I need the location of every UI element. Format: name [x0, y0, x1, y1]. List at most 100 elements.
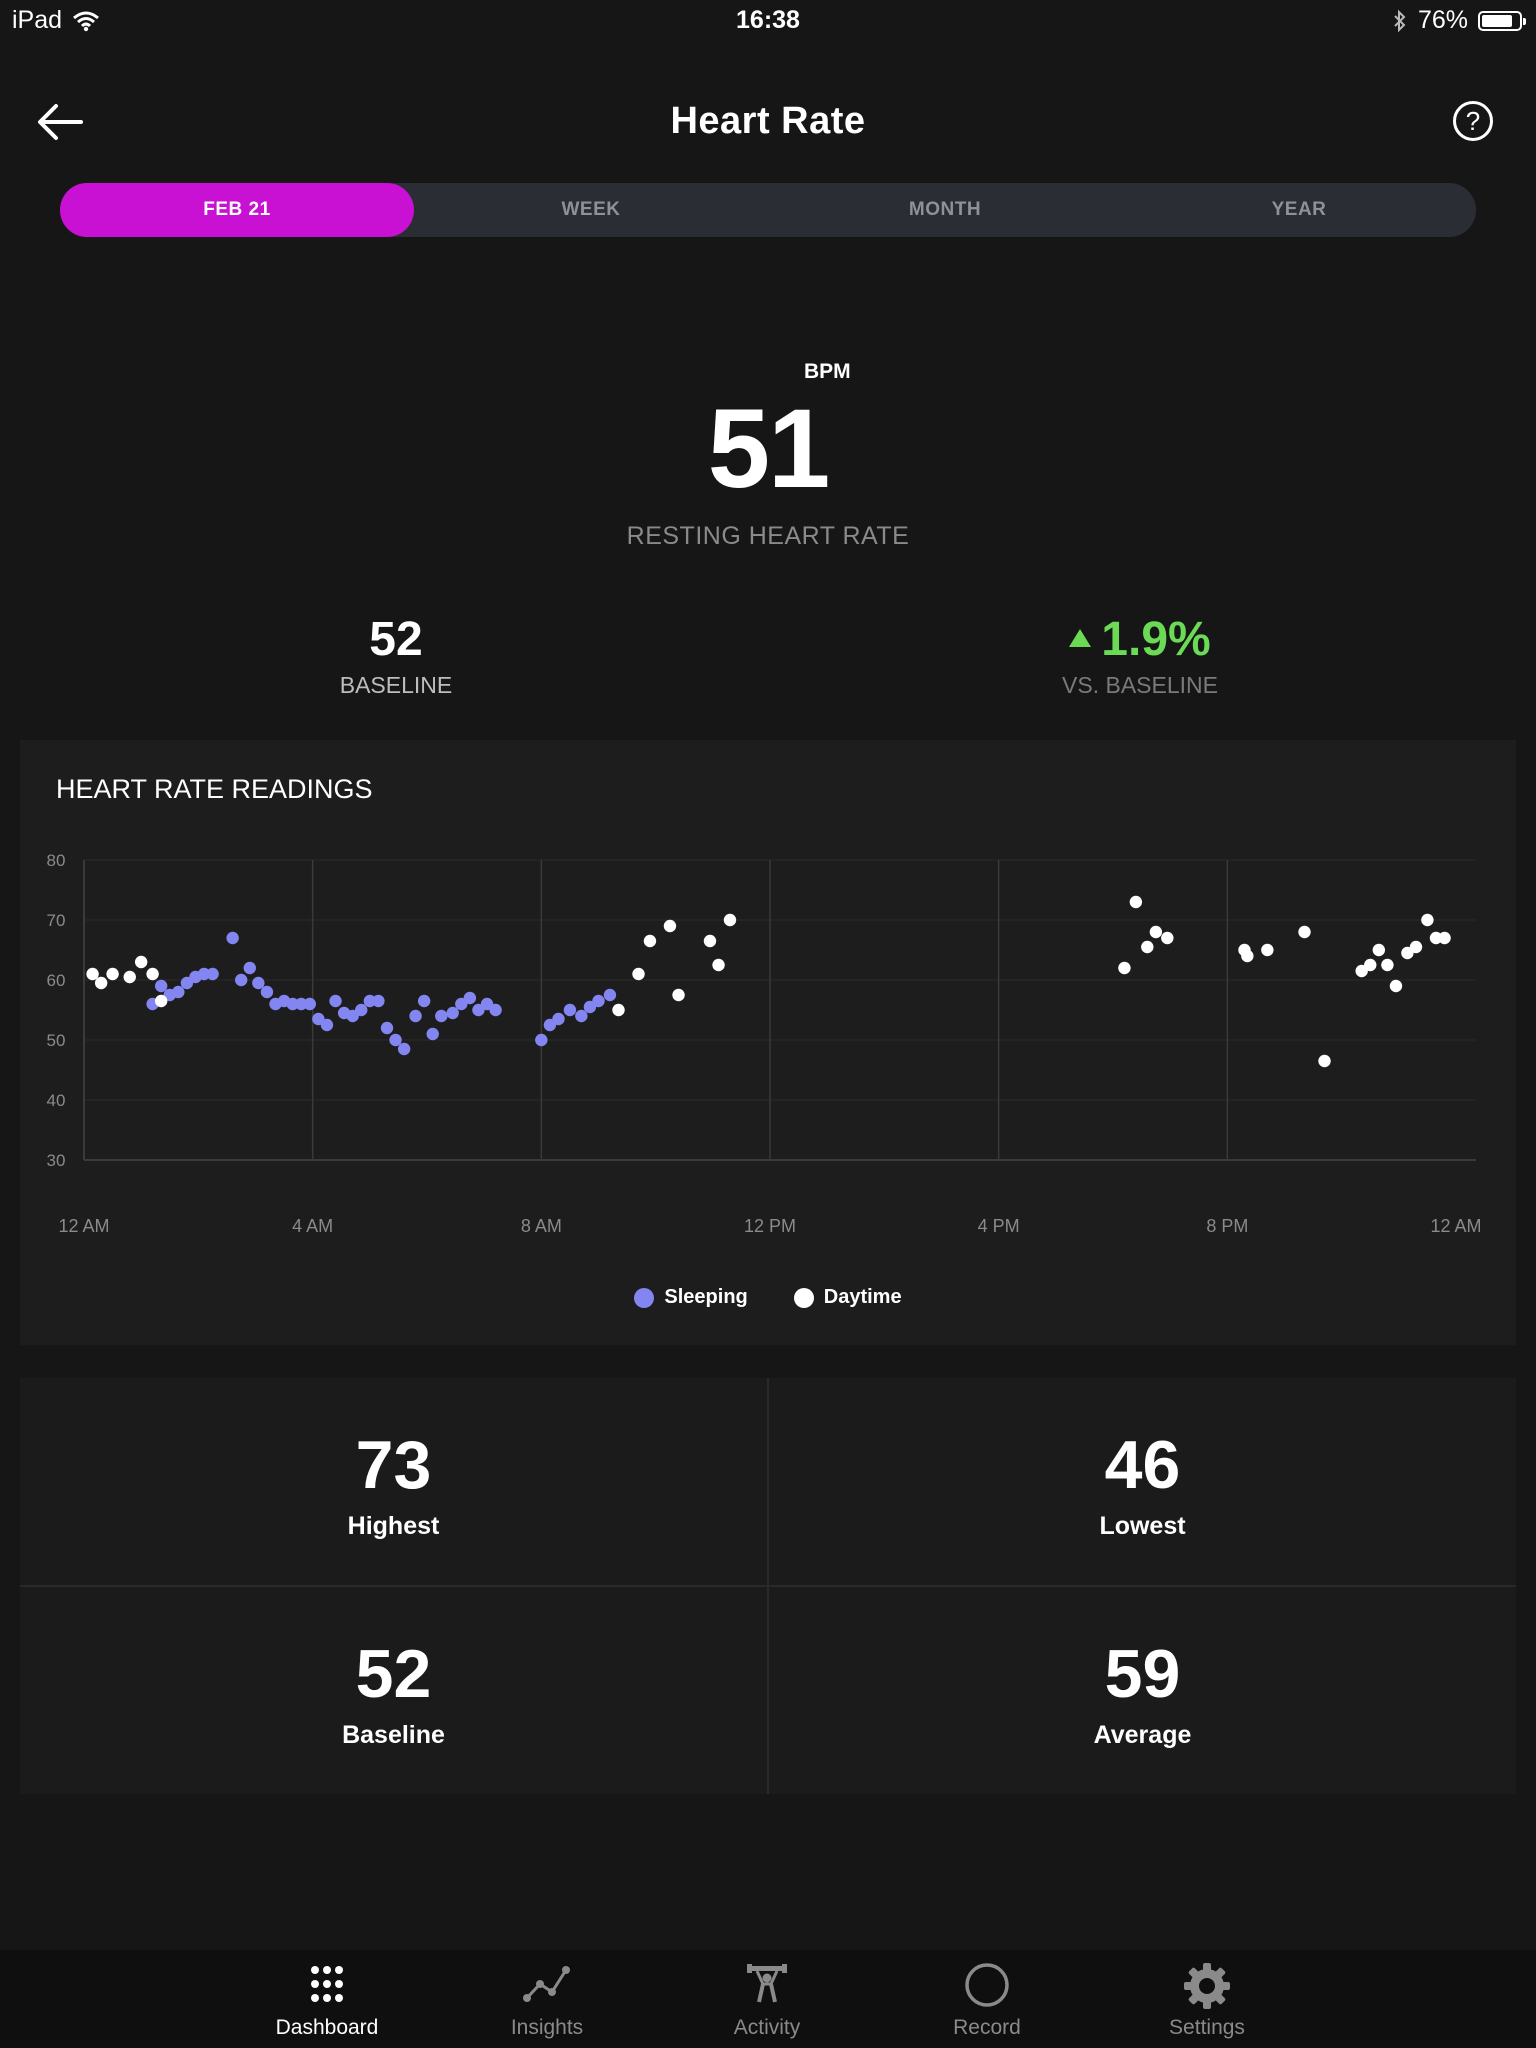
x-tick-label: 8 AM	[521, 1216, 562, 1236]
legend-item-daytime: Daytime	[793, 1286, 902, 1309]
tab-settings[interactable]: Settings	[1132, 1950, 1282, 2048]
data-point-daytime	[672, 988, 685, 1002]
data-point-daytime	[1141, 940, 1154, 954]
battery-percent: 76%	[1417, 6, 1468, 34]
data-point-sleeping	[286, 997, 299, 1011]
data-point-daytime	[612, 1003, 625, 1017]
tab-dashboard[interactable]: Dashboard	[252, 1950, 402, 2048]
status-bar: iPad 16:38 76%	[0, 0, 1536, 40]
legend-swatch-daytime	[793, 1287, 814, 1308]
page-title: Heart Rate	[670, 100, 866, 142]
data-point-daytime	[712, 958, 725, 972]
vs-baseline-value: 1.9%	[1040, 612, 1240, 667]
data-point-sleeping	[535, 1033, 548, 1047]
data-point-daytime	[1129, 895, 1143, 909]
activity-icon	[747, 1964, 787, 2003]
tab-dashboard-label: Dashboard	[275, 2016, 379, 2039]
period-tabs: FEB 21 WEEK MONTH YEAR	[60, 183, 1476, 237]
heart-rate-chart: 80 70 60 50 40 30 12 AM 4 AM 8 AM 12 PM 4 PM 8 PM 12…	[47, 851, 1482, 1236]
y-tick-label: 50	[47, 1031, 66, 1050]
tab-year[interactable]: YEAR	[1271, 199, 1327, 220]
wifi-icon	[73, 11, 100, 31]
average-value: 59	[1104, 1636, 1181, 1712]
data-point-daytime	[632, 967, 645, 981]
baseline-value: 52	[369, 613, 423, 666]
help-icon: ?	[1465, 106, 1481, 136]
y-tick-label: 60	[47, 971, 66, 990]
tab-activity[interactable]: Activity	[692, 1950, 842, 2048]
settings-icon	[1184, 1963, 1230, 2009]
data-point-sleeping	[426, 1027, 439, 1041]
insights-icon	[523, 1966, 570, 2002]
tab-day[interactable]: FEB 21	[60, 183, 414, 237]
x-tick-label: 4 PM	[978, 1216, 1020, 1236]
data-point-sleeping	[417, 994, 431, 1008]
data-point-sleeping	[409, 1009, 422, 1023]
back-button[interactable]	[34, 96, 90, 148]
data-point-sleeping	[303, 997, 317, 1011]
tab-settings-label: Settings	[1169, 2016, 1245, 2039]
highest-label: Highest	[347, 1512, 440, 1540]
data-point-sleeping	[603, 988, 617, 1002]
average-label: Average	[1093, 1721, 1192, 1749]
data-point-daytime	[663, 919, 677, 933]
data-point-sleeping	[389, 1033, 402, 1047]
legend-swatch-sleeping	[634, 1287, 655, 1308]
tab-week[interactable]: WEEK	[561, 199, 621, 220]
help-button[interactable]: ?	[1453, 101, 1493, 141]
data-point-sleeping	[172, 985, 185, 999]
tab-record[interactable]: Record	[912, 1950, 1062, 2048]
data-point-daytime	[86, 967, 99, 981]
data-point-daytime	[1318, 1054, 1331, 1068]
data-point-sleeping	[252, 976, 265, 990]
data-point-daytime	[146, 967, 159, 981]
tab-month[interactable]: MONTH	[908, 199, 982, 220]
resting-heart-rate-label: RESTING HEART RATE	[626, 522, 910, 550]
data-point-daytime	[1364, 958, 1377, 972]
baseline-label: BASELINE	[339, 672, 453, 698]
grid-divider-horizontal	[20, 1585, 1516, 1587]
data-point-sleeping	[355, 1003, 368, 1017]
data-point-daytime	[1421, 913, 1434, 927]
data-point-daytime	[1438, 931, 1451, 945]
data-point-daytime	[1389, 979, 1403, 993]
tab-insights-label: Insights	[510, 2016, 584, 2039]
summary-lowest: 46 Lowest	[769, 1378, 1516, 1585]
data-point-daytime	[723, 913, 737, 927]
x-tick-label: 8 PM	[1206, 1216, 1248, 1236]
data-point-daytime	[703, 934, 717, 948]
data-point-daytime	[1372, 943, 1386, 957]
data-point-sleeping	[363, 994, 377, 1008]
tab-activity-label: Activity	[733, 2016, 801, 2039]
data-point-sleeping	[435, 1009, 448, 1023]
data-point-daytime	[94, 976, 108, 990]
data-point-sleeping	[329, 994, 342, 1008]
data-point-sleeping	[243, 961, 256, 975]
chart-card	[20, 740, 1516, 1345]
tab-insights[interactable]: Insights	[472, 1950, 622, 2048]
summary-grid: 73 Highest 46 Lowest 52 Baseline 59 Aver…	[20, 1378, 1516, 1794]
legend-label-daytime: Daytime	[823, 1286, 902, 1308]
y-tick-label: 40	[47, 1091, 66, 1110]
legend-label-sleeping: Sleeping	[664, 1286, 748, 1308]
up-triangle-icon	[1069, 629, 1092, 647]
data-point-daytime	[1161, 931, 1174, 945]
summary-highest: 73 Highest	[20, 1378, 767, 1585]
summary-average: 59 Average	[769, 1587, 1516, 1794]
back-arrow-icon	[38, 104, 83, 140]
resting-heart-rate-value: 51	[707, 386, 831, 511]
data-point-sleeping	[235, 973, 248, 987]
chart-title: HEART RATE READINGS	[56, 774, 373, 804]
data-point-daytime	[1261, 943, 1274, 957]
data-point-daytime	[1118, 961, 1131, 975]
summary-baseline: 52 Baseline	[20, 1587, 767, 1794]
summary-baseline-label: Baseline	[342, 1721, 445, 1749]
dashboard-icon	[311, 1966, 343, 2002]
data-point-daytime	[154, 994, 168, 1008]
data-point-sleeping	[397, 1042, 411, 1056]
data-point-sleeping	[446, 1006, 459, 1020]
y-tick-label: 80	[47, 851, 66, 870]
data-point-sleeping	[260, 985, 274, 999]
data-point-sleeping	[226, 931, 239, 945]
tab-record-label: Record	[953, 2016, 1021, 2039]
